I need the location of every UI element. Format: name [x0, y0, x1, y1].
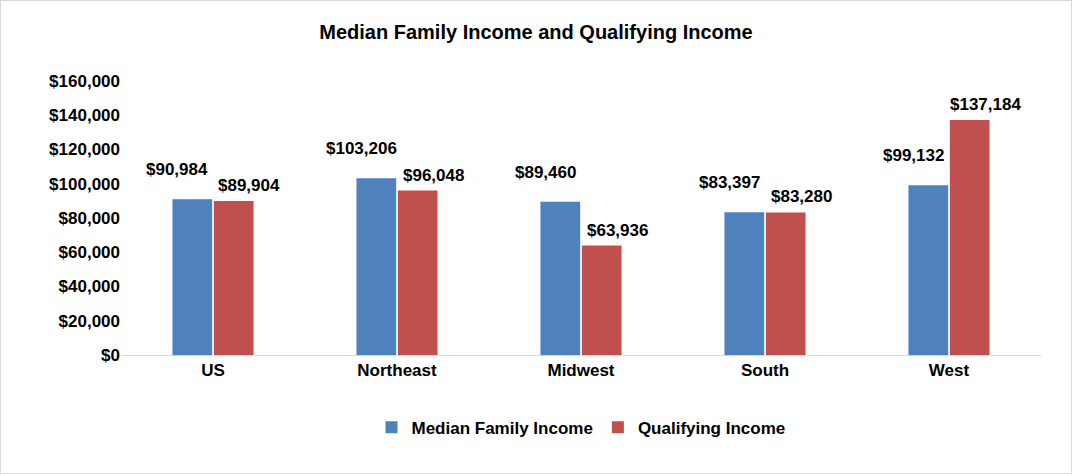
svg-text:$20,000: $20,000 [59, 312, 120, 331]
svg-text:West: West [929, 361, 970, 380]
svg-text:$103,206: $103,206 [326, 139, 397, 158]
svg-text:$96,048: $96,048 [403, 166, 464, 185]
svg-text:Midwest: Midwest [547, 361, 614, 380]
svg-text:$140,000: $140,000 [49, 106, 120, 125]
svg-text:Northeast: Northeast [357, 361, 437, 380]
svg-text:$83,280: $83,280 [771, 187, 832, 206]
svg-text:Median Family Income: Median Family Income [412, 419, 593, 438]
svg-text:$99,132: $99,132 [883, 146, 944, 165]
svg-text:$0: $0 [101, 346, 120, 365]
svg-text:$89,904: $89,904 [218, 176, 280, 195]
svg-text:$137,184: $137,184 [950, 95, 1021, 114]
svg-text:South: South [741, 361, 789, 380]
svg-text:US: US [201, 361, 225, 380]
svg-text:$160,000: $160,000 [49, 72, 120, 91]
svg-text:$120,000: $120,000 [49, 140, 120, 159]
svg-text:Median Family Income and Quali: Median Family Income and Qualifying Inco… [319, 21, 752, 43]
svg-text:$90,984: $90,984 [146, 160, 208, 179]
svg-text:$60,000: $60,000 [59, 243, 120, 262]
svg-text:$80,000: $80,000 [59, 209, 120, 228]
svg-text:$40,000: $40,000 [59, 277, 120, 296]
svg-text:$100,000: $100,000 [49, 175, 120, 194]
svg-text:$89,460: $89,460 [515, 163, 576, 182]
svg-text:$63,936: $63,936 [587, 221, 648, 240]
svg-text:$83,397: $83,397 [699, 173, 760, 192]
svg-text:Qualifying Income: Qualifying Income [638, 419, 785, 438]
